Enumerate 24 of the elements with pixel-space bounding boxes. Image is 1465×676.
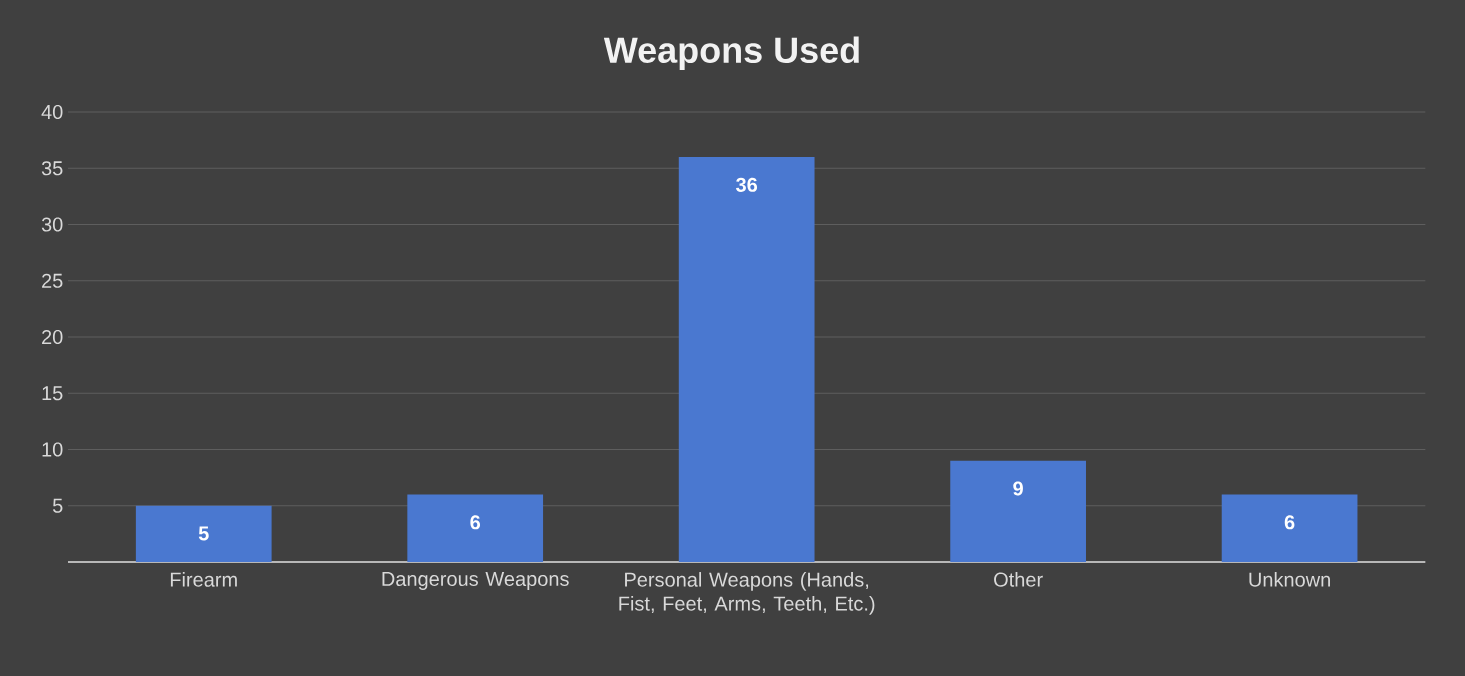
- x-tick-label: Dangerous Weapons: [382, 572, 569, 590]
- x-tick-label: Personal Weapons (Hands, Fist, Feet, Arms, Teeth, Etc.): [619, 572, 875, 615]
- x-tick-label: Unknown: [1249, 572, 1330, 587]
- y-tick-label: 40: [41, 104, 63, 120]
- y-tick-label: 15: [42, 386, 63, 401]
- x-tick-label: Other: [994, 572, 1043, 587]
- bar: [950, 460, 1086, 562]
- bar: [1221, 494, 1358, 562]
- bar: [135, 505, 272, 562]
- chart-title: Weapons Used: [603, 36, 859, 71]
- bar: [678, 157, 815, 562]
- y-tick-label: 10: [42, 442, 63, 457]
- data-label: 5: [198, 526, 209, 541]
- bar: [407, 494, 544, 562]
- x-tick-label: Firearm: [170, 572, 237, 587]
- data-label: 36: [736, 177, 758, 192]
- y-tick-label: 35: [41, 161, 63, 176]
- y-tick-label: 25: [42, 273, 63, 288]
- y-tick-label: 20: [42, 329, 63, 345]
- data-label: 6: [470, 515, 481, 530]
- data-label: 6: [1284, 515, 1295, 530]
- y-tick-label: 5: [52, 498, 63, 513]
- y-tick-label: 30: [41, 217, 63, 232]
- data-label: 9: [1013, 481, 1023, 496]
